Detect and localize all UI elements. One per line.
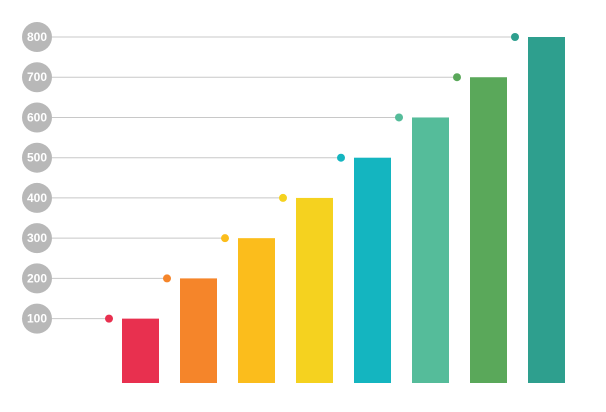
y-tick-badge <box>22 223 52 254</box>
value-dot <box>395 113 403 122</box>
y-tick-badge <box>22 303 52 334</box>
y-tick-badge <box>22 263 52 294</box>
y-tick-label: 500 <box>27 151 47 165</box>
bar <box>528 37 565 383</box>
y-tick-label: 400 <box>27 191 47 205</box>
value-dot <box>279 193 287 202</box>
y-tick-badge <box>22 182 52 213</box>
y-tick-label: 800 <box>27 30 47 44</box>
bar <box>122 318 159 383</box>
y-tick-label: 100 <box>27 312 47 326</box>
value-dot <box>105 314 113 323</box>
bar <box>296 197 333 383</box>
y-tick-label: 600 <box>27 110 47 124</box>
y-tick-label: 300 <box>27 231 47 245</box>
y-tick-label: 200 <box>27 271 47 285</box>
y-tick-badge <box>22 142 52 173</box>
y-tick-badge <box>22 102 52 133</box>
y-tick-badge <box>22 22 52 52</box>
value-dot <box>221 234 229 243</box>
value-dot <box>163 274 171 283</box>
bar <box>354 157 391 383</box>
bar <box>412 117 449 383</box>
bar <box>238 238 275 383</box>
value-dot <box>511 33 519 41</box>
y-tick-badge <box>22 62 52 93</box>
value-dot <box>337 153 345 162</box>
y-tick-label: 700 <box>27 70 47 84</box>
bar <box>180 278 217 383</box>
bar <box>470 77 507 384</box>
value-dot <box>453 73 461 82</box>
